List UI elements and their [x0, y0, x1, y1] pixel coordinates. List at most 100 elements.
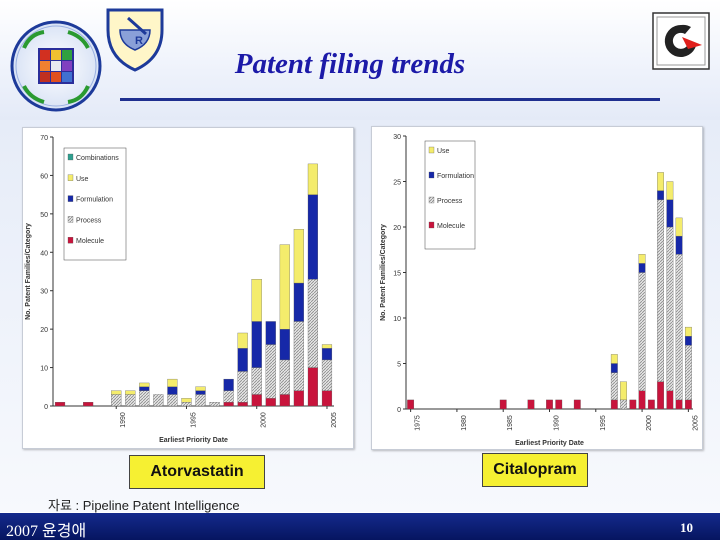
legend-label-process: Process — [437, 198, 463, 205]
footer-author: 2007 윤경애 — [6, 523, 87, 540]
legend-label-molecule: Molecule — [437, 223, 465, 230]
bar-molecule-2000 — [251, 394, 262, 407]
bar-molecule-2003 — [666, 390, 674, 410]
x-axis-label: Earliest Priority Date — [159, 437, 228, 444]
bar-use-2002 — [279, 244, 290, 330]
bar-process-1997 — [610, 372, 618, 401]
y-tick-label: 15 — [393, 271, 401, 278]
y-axis-label: No. Patent Families/Category — [380, 224, 387, 321]
bar-molecule-2004 — [675, 399, 683, 410]
bar-molecule-2005 — [684, 399, 692, 410]
y-tick-label: 20 — [393, 225, 401, 232]
bar-use-2000 — [638, 254, 646, 264]
bar-process-2001 — [265, 344, 276, 399]
bar-formulation-1998 — [223, 378, 234, 391]
y-tick-label: 30 — [40, 289, 48, 296]
y-tick-label: 0 — [44, 404, 48, 411]
bar-use-1997 — [610, 354, 618, 364]
y-tick-label: 10 — [40, 366, 48, 373]
bar-use-2005 — [321, 344, 333, 349]
legend-label-process: Process — [76, 217, 102, 224]
atorvastatin-label: Atorvastatin — [129, 455, 265, 489]
bar-process-1997 — [209, 402, 220, 407]
y-tick-label: 5 — [397, 362, 401, 369]
chart-legend: Use Formulation Process Molecule — [424, 140, 476, 250]
x-tick-label: 1990 — [120, 412, 127, 428]
bar-process-1990 — [111, 394, 122, 407]
company-logo-icon — [652, 12, 710, 70]
bar-molecule-2004 — [307, 367, 318, 407]
bar-molecule-1997 — [610, 399, 618, 410]
bar-molecule-1999 — [629, 399, 637, 410]
citalopram-chart-frame: 0 5 10 15 20 25 30 1975 1980 1985 1990 1995 2000 2005… — [371, 126, 703, 450]
x-tick-label: 1975 — [415, 415, 422, 431]
bar-process-2003 — [293, 321, 304, 391]
legend-swatch-use — [67, 174, 74, 181]
bar-process-1999 — [237, 371, 248, 403]
bar-use-2000 — [251, 279, 262, 322]
bar-formulation-2003 — [666, 199, 674, 228]
bar-process-1994 — [167, 394, 178, 407]
bar-formulation-2000 — [251, 321, 262, 368]
x-tick-label: 2000 — [261, 412, 268, 428]
x-tick-label: 1990 — [554, 415, 561, 431]
bar-formulation-2003 — [293, 282, 304, 322]
legend-swatch-use — [428, 146, 435, 154]
legend-swatch-process — [428, 196, 435, 204]
x-tick-label: 2000 — [646, 415, 653, 431]
x-tick-label: 1980 — [461, 415, 468, 431]
bar-formulation-2005 — [684, 336, 692, 346]
x-tick-label: 2005 — [331, 412, 338, 428]
bar-formulation-1997 — [610, 363, 618, 373]
bar-process-2002 — [279, 359, 290, 395]
bar-molecule-2001 — [647, 399, 655, 410]
x-tick-label: 2005 — [692, 415, 699, 431]
bar-molecule-1986 — [54, 402, 66, 407]
bar-process-1998 — [223, 390, 234, 403]
bar-process-2000 — [251, 367, 262, 395]
legend-label-combinations: Combinations — [76, 155, 119, 162]
legend-swatch-formulation — [428, 171, 435, 179]
legend-box — [63, 147, 127, 261]
bar-molecule-1999 — [237, 402, 248, 407]
bar-formulation-2001 — [265, 321, 276, 345]
bar-molecule-1988 — [527, 399, 535, 410]
bar-process-1995 — [181, 402, 192, 407]
citalopram-label: Citalopram — [482, 453, 588, 487]
pharmacy-logo-icon: R — [10, 8, 164, 112]
legend-swatch-molecule — [67, 237, 74, 244]
bar-process-2003 — [666, 226, 674, 391]
bar-use-1992 — [139, 382, 150, 387]
bar-molecule-2001 — [265, 398, 276, 407]
bar-formulation-2002 — [279, 328, 290, 361]
bar-process-1991 — [125, 394, 136, 407]
source-note: 자료 : Pipeline Patent Intelligence — [48, 498, 240, 513]
bar-molecule-1991 — [555, 399, 563, 410]
bar-molecule-1993 — [573, 399, 581, 410]
bar-molecule-2002 — [657, 381, 664, 410]
bar-molecule-1990 — [546, 399, 553, 410]
bar-formulation-2002 — [657, 190, 664, 200]
bar-use-1999 — [237, 332, 248, 349]
y-tick-label: 30 — [393, 134, 401, 141]
bar-use-1996 — [195, 386, 206, 391]
legend-swatch-molecule — [428, 221, 435, 229]
bar-process-2000 — [638, 272, 646, 391]
y-tick-label: 10 — [393, 316, 401, 323]
footer-bar: 2007 윤경애 10 — [0, 513, 720, 540]
legend-label-formulation: Formulation — [76, 197, 113, 204]
legend-label-molecule: Molecule — [76, 238, 104, 245]
atorvastatin-chart-frame: 0 10 20 30 40 50 60 70 1990 1995 2000 2005 Earliest … — [22, 127, 354, 449]
bar-formulation-1999 — [237, 348, 248, 372]
citalopram-chart: 0 5 10 15 20 25 30 1975 1980 1985 1990 1995 2000 2005… — [380, 134, 699, 447]
title-underline — [120, 98, 660, 101]
x-tick-label: 1995 — [190, 412, 197, 428]
legend-label-use: Use — [76, 176, 89, 183]
bar-molecule-1988 — [83, 402, 94, 407]
bar-use-2004 — [307, 163, 318, 195]
legend-swatch-process — [67, 216, 74, 223]
y-tick-label: 40 — [40, 250, 48, 257]
y-axis-label: No. Patent Families/Category — [25, 223, 32, 320]
bar-process-2004 — [307, 279, 318, 368]
bar-molecule-2003 — [293, 390, 304, 407]
